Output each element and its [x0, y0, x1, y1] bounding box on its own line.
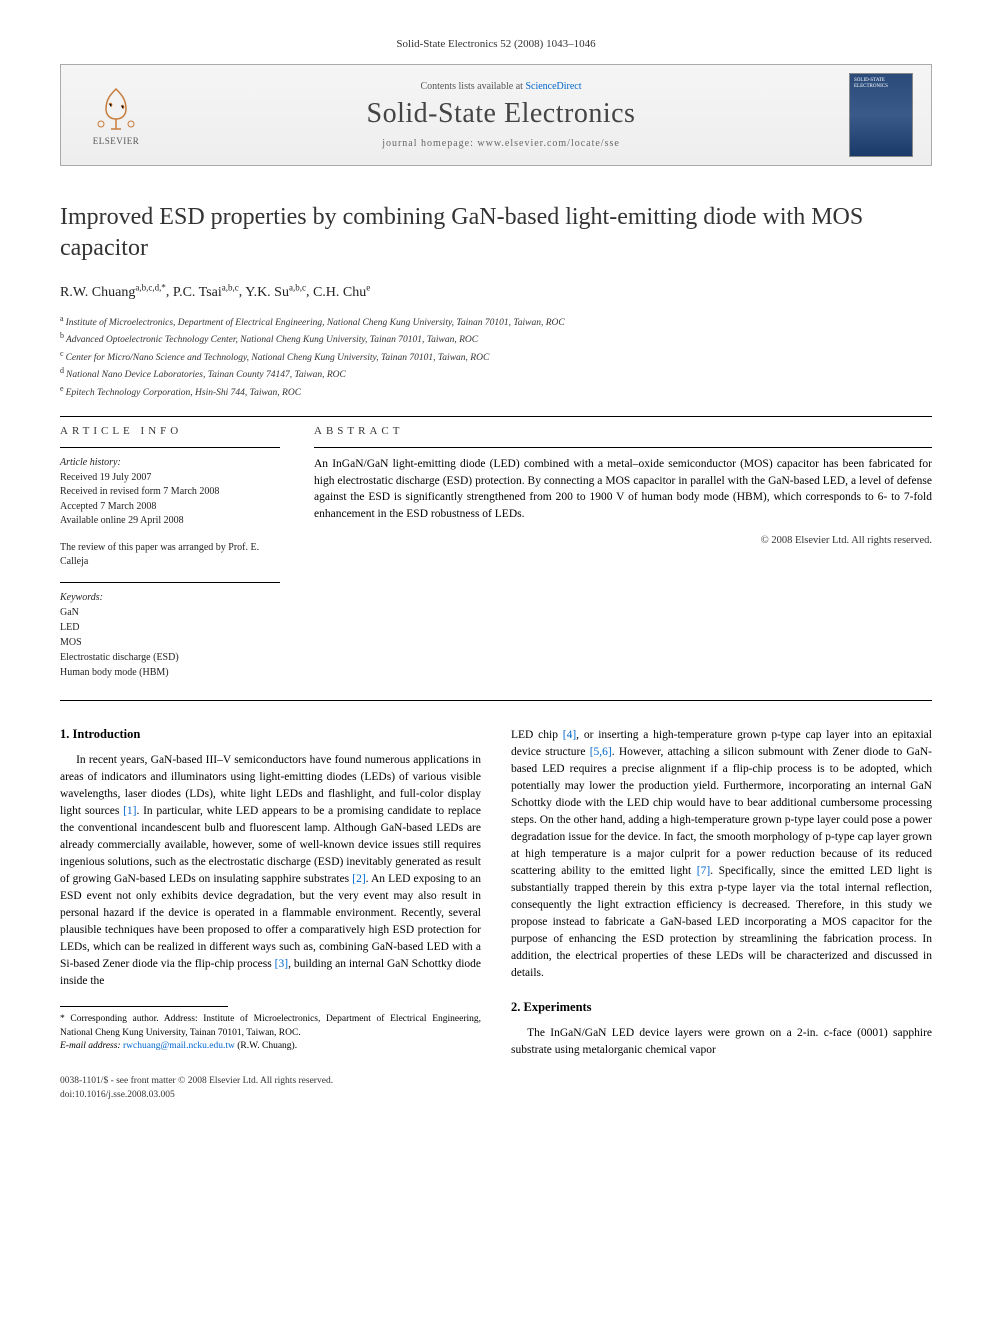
- footnote-text: * Corresponding author. Address: Institu…: [60, 1014, 481, 1037]
- masthead-right: SOLID-STATE ELECTRONICS: [831, 73, 931, 157]
- body-column-right: LED chip [4], or inserting a high-temper…: [511, 727, 932, 1059]
- abstract-column: ABSTRACT An InGaN/GaN light-emitting dio…: [314, 425, 932, 692]
- abstract-copyright: © 2008 Elsevier Ltd. All rights reserved…: [314, 535, 932, 546]
- footer-doi: doi:10.1016/j.sse.2008.03.005: [60, 1090, 175, 1100]
- citation-link[interactable]: [7]: [697, 865, 710, 877]
- article-info-column: ARTICLE INFO Article history: Received 1…: [60, 425, 280, 692]
- email-label: E-mail address:: [60, 1041, 121, 1051]
- journal-name: Solid-State Electronics: [171, 98, 831, 130]
- affiliations: aInstitute of Microelectronics, Departme…: [60, 313, 932, 400]
- section-heading: 2. Experiments: [511, 1000, 932, 1015]
- keyword: GaN: [60, 605, 280, 620]
- author: C.H. Chue: [313, 285, 370, 300]
- title-block: Improved ESD properties by combining GaN…: [60, 202, 932, 264]
- history-item: Available online 29 April 2008: [60, 515, 184, 526]
- divider: [60, 700, 932, 701]
- review-note: The review of this paper was arranged by…: [60, 541, 280, 570]
- page-footer: 0038-1101/$ - see front matter © 2008 El…: [60, 1075, 932, 1102]
- abstract-label: ABSTRACT: [314, 425, 932, 437]
- body-column-left: 1. Introduction In recent years, GaN-bas…: [60, 727, 481, 1059]
- elsevier-tree-icon: [91, 84, 141, 134]
- body-paragraph: The InGaN/GaN LED device layers were gro…: [511, 1025, 932, 1059]
- affiliation: dNational Nano Device Laboratories, Tain…: [60, 365, 932, 382]
- article-title: Improved ESD properties by combining GaN…: [60, 202, 932, 264]
- keyword: Human body mode (HBM): [60, 665, 280, 680]
- body-paragraph: In recent years, GaN-based III–V semicon…: [60, 752, 481, 990]
- divider: [60, 416, 932, 417]
- divider: [60, 447, 280, 448]
- affiliation: cCenter for Micro/Nano Science and Techn…: [60, 348, 932, 365]
- contents-prefix: Contents lists available at: [420, 81, 525, 92]
- author: R.W. Chuanga,b,c,d,*: [60, 285, 166, 300]
- citation-link[interactable]: [4]: [563, 729, 576, 741]
- elsevier-logo: ELSEVIER: [81, 75, 151, 155]
- article-info-label: ARTICLE INFO: [60, 425, 280, 437]
- footnote-rule: [60, 1006, 228, 1007]
- abstract-text: An InGaN/GaN light-emitting diode (LED) …: [314, 456, 932, 523]
- cover-title: SOLID-STATE ELECTRONICS: [854, 78, 908, 89]
- journal-cover-thumbnail: SOLID-STATE ELECTRONICS: [849, 73, 913, 157]
- citation-link[interactable]: [2]: [352, 873, 365, 885]
- citation-link[interactable]: [1]: [123, 805, 136, 817]
- body-columns: 1. Introduction In recent years, GaN-bas…: [60, 727, 932, 1059]
- page-root: Solid-State Electronics 52 (2008) 1043–1…: [0, 0, 992, 1140]
- author: P.C. Tsaia,b,c: [173, 285, 239, 300]
- email-suffix: (R.W. Chuang).: [235, 1041, 297, 1051]
- publisher-name: ELSEVIER: [93, 136, 140, 146]
- section-heading: 1. Introduction: [60, 727, 481, 742]
- article-history: Article history: Received 19 July 2007 R…: [60, 456, 280, 529]
- email-link[interactable]: rwchuang@mail.ncku.edu.tw: [123, 1041, 235, 1051]
- divider: [60, 582, 280, 583]
- running-head: Solid-State Electronics 52 (2008) 1043–1…: [60, 38, 932, 50]
- journal-homepage[interactable]: journal homepage: www.elsevier.com/locat…: [171, 138, 831, 149]
- masthead: ELSEVIER Contents lists available at Sci…: [60, 64, 932, 166]
- author-list: R.W. Chuanga,b,c,d,*, P.C. Tsaia,b,c, Y.…: [60, 282, 932, 301]
- contents-line: Contents lists available at ScienceDirec…: [171, 81, 831, 92]
- keyword: MOS: [60, 635, 280, 650]
- keywords-list: GaN LED MOS Electrostatic discharge (ESD…: [60, 605, 280, 680]
- sciencedirect-link[interactable]: ScienceDirect: [525, 81, 581, 92]
- affiliation: aInstitute of Microelectronics, Departme…: [60, 313, 932, 330]
- corresponding-footnote: * Corresponding author. Address: Institu…: [60, 1013, 481, 1053]
- masthead-center: Contents lists available at ScienceDirec…: [171, 81, 831, 149]
- history-label: Article history:: [60, 457, 121, 468]
- history-item: Received in revised form 7 March 2008: [60, 486, 219, 497]
- affiliation: eEpitech Technology Corporation, Hsin-Sh…: [60, 383, 932, 400]
- history-item: Received 19 July 2007: [60, 472, 151, 483]
- affiliation: bAdvanced Optoelectronic Technology Cent…: [60, 330, 932, 347]
- citation-link[interactable]: [5,6]: [590, 746, 612, 758]
- history-item: Accepted 7 March 2008: [60, 501, 156, 512]
- divider: [314, 447, 932, 448]
- publisher-logo-block: ELSEVIER: [61, 75, 171, 155]
- keyword: LED: [60, 620, 280, 635]
- footer-copyright: 0038-1101/$ - see front matter © 2008 El…: [60, 1076, 333, 1086]
- info-abstract-row: ARTICLE INFO Article history: Received 1…: [60, 425, 932, 692]
- citation-link[interactable]: [3]: [275, 958, 288, 970]
- keyword: Electrostatic discharge (ESD): [60, 650, 280, 665]
- keywords-block: Keywords: GaN LED MOS Electrostatic disc…: [60, 591, 280, 681]
- keywords-label: Keywords:: [60, 592, 103, 603]
- author: Y.K. Sua,b,c: [245, 285, 306, 300]
- body-paragraph: LED chip [4], or inserting a high-temper…: [511, 727, 932, 982]
